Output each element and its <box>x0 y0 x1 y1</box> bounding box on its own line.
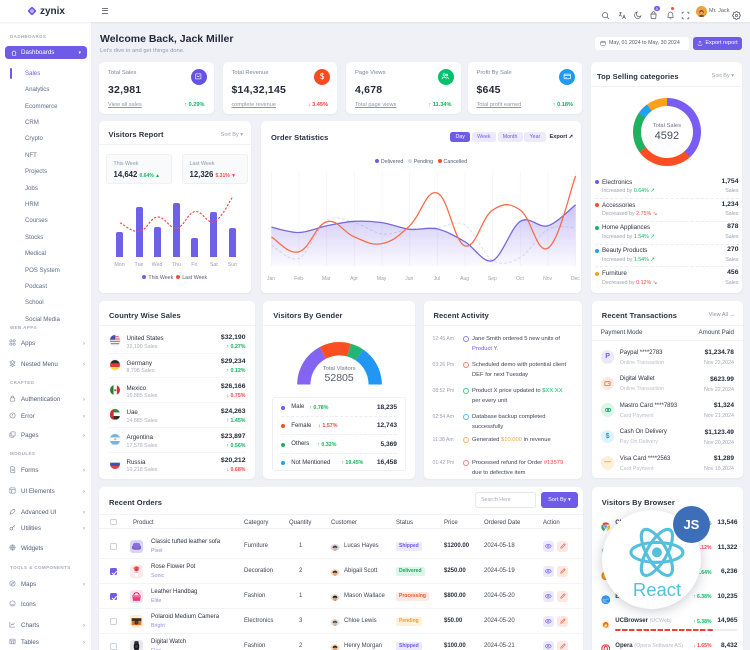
svg-text:React: React <box>633 579 681 600</box>
